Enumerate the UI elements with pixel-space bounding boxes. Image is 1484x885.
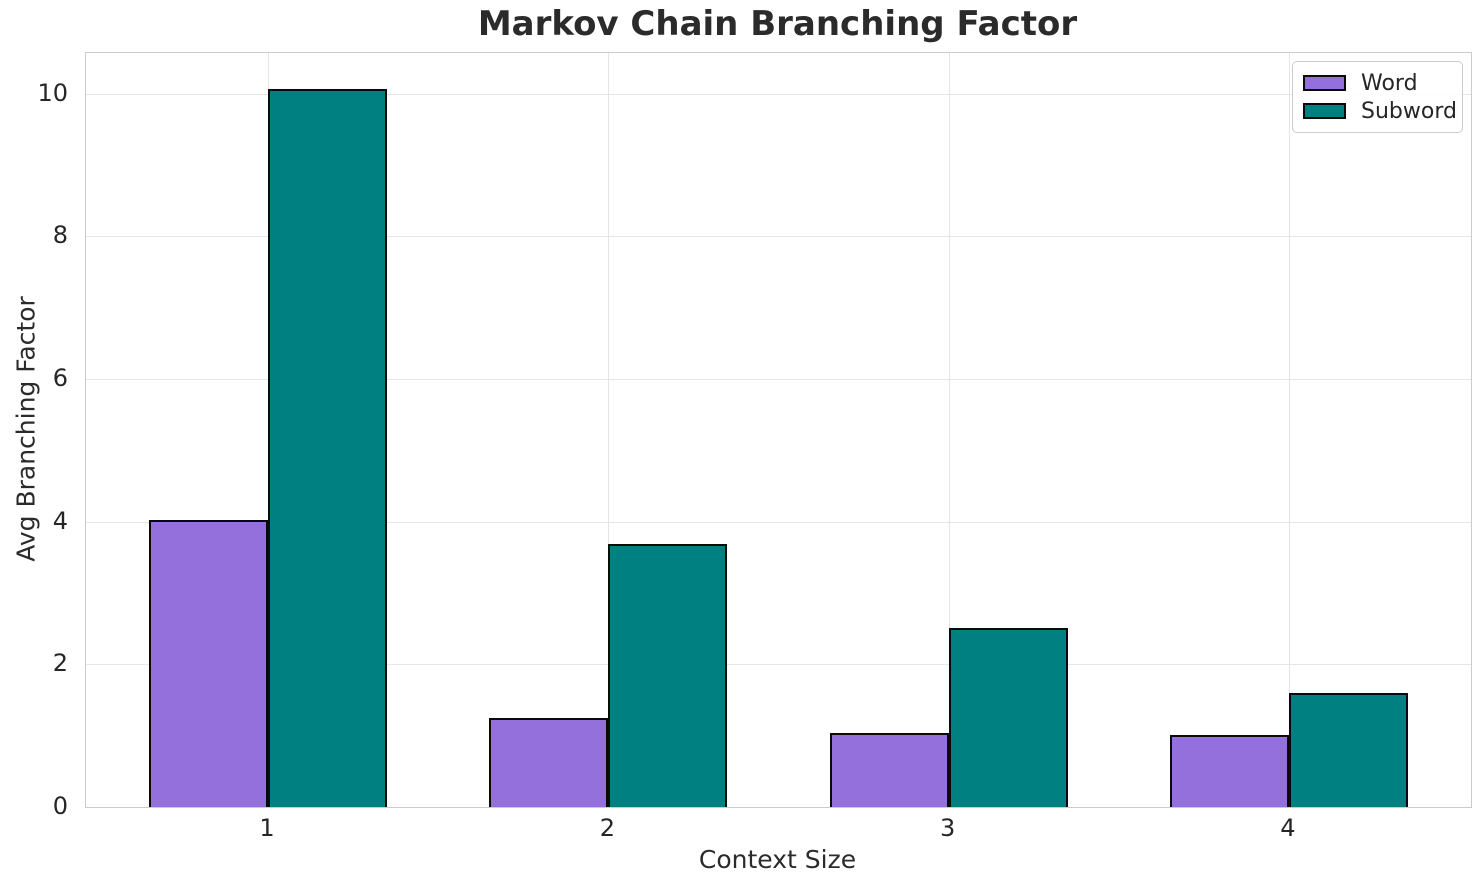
x-tick-label-4: 4 xyxy=(1280,814,1296,842)
legend-label-word: Word xyxy=(1361,70,1418,96)
bar-word-1 xyxy=(148,519,269,807)
bar-subword-2 xyxy=(608,543,728,807)
y-tick-label-6: 6 xyxy=(52,363,68,392)
bar-subword-3 xyxy=(948,627,1068,807)
y-tick-label-4: 4 xyxy=(52,506,68,535)
chart-title: Markov Chain Branching Factor xyxy=(477,4,1078,44)
y-tick-label-0: 0 xyxy=(52,792,68,820)
legend-label-subword: Subword xyxy=(1361,98,1457,124)
legend-item-subword: Subword xyxy=(1303,97,1457,125)
y-tick-label-2: 2 xyxy=(52,649,68,678)
plot-area xyxy=(85,52,1472,808)
bar-word-2 xyxy=(489,717,609,807)
legend-swatch-subword xyxy=(1303,103,1346,119)
bar-subword-1 xyxy=(268,88,388,807)
bar-word-4 xyxy=(1169,734,1289,807)
legend: Word Subword xyxy=(1292,61,1463,133)
gridline-x-2 xyxy=(608,53,610,807)
x-tick-label-3: 3 xyxy=(940,814,956,842)
legend-swatch-word xyxy=(1303,75,1346,91)
gridline-y-6 xyxy=(86,378,1471,380)
bar-subword-4 xyxy=(1288,692,1409,807)
x-axis-label: Context Size xyxy=(698,845,857,874)
x-tick-label-1: 1 xyxy=(259,814,275,842)
bar-word-3 xyxy=(829,732,949,807)
gridline-y-4 xyxy=(86,521,1471,523)
gridline-y-8 xyxy=(86,236,1471,238)
y-tick-label-8: 8 xyxy=(52,221,68,250)
x-tick-label-2: 2 xyxy=(599,814,615,842)
gridline-y-10 xyxy=(86,93,1471,95)
legend-item-word: Word xyxy=(1303,69,1452,97)
gridline-x-3 xyxy=(948,53,950,807)
y-tick-label-10: 10 xyxy=(37,78,68,107)
gridline-x-4 xyxy=(1288,53,1290,807)
gridline-y-2 xyxy=(86,664,1471,666)
